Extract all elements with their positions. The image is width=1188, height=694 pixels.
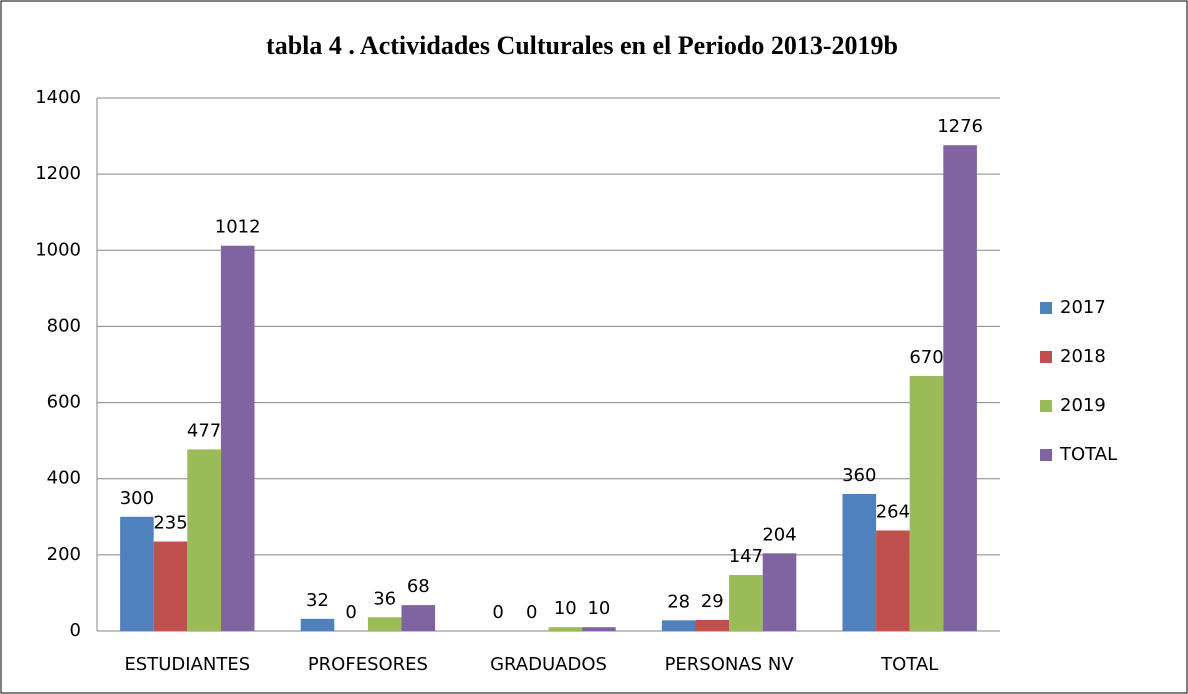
bar (729, 575, 763, 631)
bar (120, 516, 154, 631)
data-label: 1012 (215, 217, 261, 238)
x-tick-label: PERSONAS NV (665, 654, 795, 675)
x-tick-label: TOTAL (880, 654, 938, 675)
bar (187, 449, 221, 631)
data-label: 235 (153, 513, 187, 534)
data-label: 0 (526, 602, 537, 623)
data-label: 29 (701, 591, 724, 612)
bar (300, 618, 335, 631)
bar (367, 617, 402, 631)
bar (762, 553, 797, 631)
bar (153, 541, 188, 631)
legend-label: 2018 (1060, 346, 1106, 367)
data-label: 32 (306, 590, 329, 611)
y-tick-label: 1200 (35, 163, 81, 184)
bar (695, 619, 730, 631)
legend-swatch (1040, 302, 1052, 314)
chart-title: tabla 4 . Actividades Culturales en el P… (266, 31, 898, 60)
legend-label: 2019 (1060, 395, 1106, 416)
x-tick-label: ESTUDIANTES (124, 654, 250, 675)
legend-label: TOTAL (1059, 444, 1117, 465)
data-label: 10 (587, 598, 610, 619)
data-label: 1276 (937, 116, 983, 137)
legend-swatch (1040, 449, 1052, 461)
legend-label: 2017 (1060, 297, 1106, 318)
x-tick-label: PROFESORES (308, 654, 428, 675)
y-tick-label: 200 (47, 544, 81, 565)
y-tick-label: 1000 (35, 239, 81, 260)
y-tick-label: 600 (47, 392, 81, 413)
data-label: 147 (729, 546, 763, 567)
data-label: 0 (345, 602, 356, 623)
y-tick-label: 800 (47, 315, 81, 336)
bar (943, 145, 977, 632)
x-tick-label: GRADUADOS (490, 654, 607, 675)
bar (401, 605, 436, 631)
data-label: 36 (373, 588, 396, 609)
data-label: 10 (554, 598, 577, 619)
bar (842, 493, 877, 631)
bar (548, 627, 583, 631)
data-label: 360 (842, 465, 876, 486)
data-label: 300 (120, 488, 154, 509)
bar (220, 245, 255, 631)
bar (661, 620, 696, 631)
bar (876, 530, 910, 631)
data-label: 68 (407, 576, 430, 597)
y-tick-label: 400 (47, 468, 81, 489)
data-label: 28 (667, 591, 690, 612)
legend-swatch (1040, 400, 1052, 412)
y-tick-label: 1400 (35, 87, 81, 108)
bar (582, 627, 616, 631)
y-tick-label: 0 (70, 620, 81, 641)
data-label: 0 (492, 602, 503, 623)
data-label: 670 (909, 347, 943, 368)
bar (909, 375, 944, 631)
legend-swatch (1040, 351, 1052, 363)
data-label: 264 (876, 501, 910, 522)
data-label: 477 (187, 420, 221, 441)
data-label: 204 (762, 524, 796, 545)
